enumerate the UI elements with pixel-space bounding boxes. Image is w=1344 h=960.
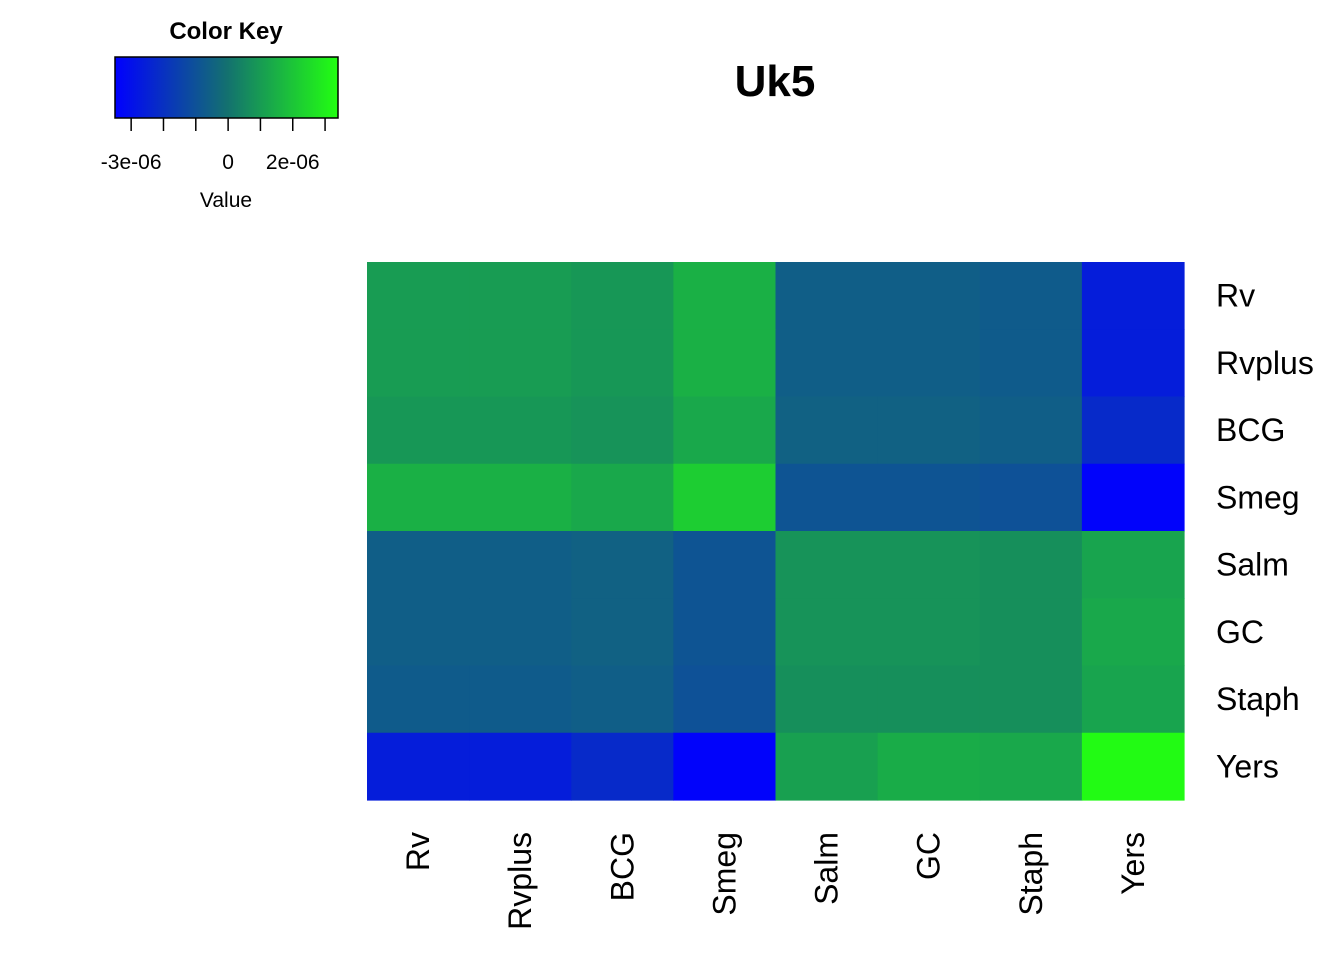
heatmap-cell-staph-staph bbox=[979, 665, 1083, 734]
heatmap-cell-smeg-yers bbox=[1081, 463, 1185, 532]
heatmap-cell-salm-salm bbox=[775, 531, 879, 599]
heatmap-cell-rv-bcg bbox=[571, 262, 674, 330]
heatmap-cell-yers-rvplus bbox=[469, 732, 572, 801]
row-label: Staph bbox=[1216, 681, 1300, 717]
color-key-tick-label: -3e-06 bbox=[101, 151, 162, 174]
heatmap-cells bbox=[367, 262, 1185, 801]
color-key-title: Color Key bbox=[169, 18, 283, 45]
color-key-xlabel: Value bbox=[200, 189, 252, 212]
heatmap-cell-gc-rvplus bbox=[469, 598, 572, 667]
heatmap-cell-bcg-bcg bbox=[571, 396, 674, 465]
color-key-tick-label: 0 bbox=[222, 151, 234, 174]
column-label: Staph bbox=[1013, 832, 1049, 916]
heatmap-cell-bcg-smeg bbox=[673, 396, 777, 465]
row-labels: Rv Rvplus BCG Smeg Salm GC Staph Yers bbox=[1216, 278, 1314, 785]
heatmap-cell-yers-rv bbox=[367, 732, 470, 801]
column-label: Rv bbox=[400, 832, 436, 871]
heatmap-cell-staph-yers bbox=[1081, 665, 1185, 734]
heatmap-cell-rvplus-bcg bbox=[571, 329, 674, 398]
heatmap-cell-bcg-staph bbox=[979, 396, 1083, 465]
row-label: BCG bbox=[1216, 412, 1285, 448]
heatmap-cell-staph-rvplus bbox=[469, 665, 572, 734]
heatmap-cell-bcg-rv bbox=[367, 396, 470, 465]
heatmap-cell-staph-salm bbox=[775, 665, 879, 734]
heatmap-cell-rvplus-salm bbox=[775, 329, 879, 398]
heatmap-cell-smeg-salm bbox=[775, 463, 879, 532]
heatmap-cell-rv-staph bbox=[979, 262, 1083, 330]
heatmap-cell-staph-smeg bbox=[673, 665, 777, 734]
heatmap-cell-bcg-gc bbox=[877, 396, 981, 465]
heatmap-cell-salm-rvplus bbox=[469, 531, 572, 599]
row-label: Rv bbox=[1216, 278, 1255, 314]
heatmap-cell-staph-bcg bbox=[571, 665, 674, 734]
heatmap-cell-yers-bcg bbox=[571, 732, 674, 801]
heatmap-cell-smeg-rv bbox=[367, 463, 470, 532]
heatmap-cell-salm-gc bbox=[877, 531, 981, 599]
heatmap-cell-smeg-rvplus bbox=[469, 463, 572, 532]
heatmap-cell-gc-staph bbox=[979, 598, 1083, 667]
heatmap-cell-rv-salm bbox=[775, 262, 879, 330]
heatmap-cell-rv-gc bbox=[877, 262, 981, 330]
color-key: Color Key -3e-06 0 2e-06 Value bbox=[101, 18, 339, 212]
heatmap-cell-gc-bcg bbox=[571, 598, 674, 667]
heatmap-cell-smeg-gc bbox=[877, 463, 981, 532]
color-key-tick-label: 2e-06 bbox=[266, 151, 320, 174]
heatmap-cell-rvplus-smeg bbox=[673, 329, 777, 398]
row-label: Rvplus bbox=[1216, 345, 1314, 381]
heatmap-cell-yers-smeg bbox=[673, 732, 777, 801]
heatmap-cell-yers-staph bbox=[979, 732, 1083, 801]
heatmap-cell-rvplus-staph bbox=[979, 329, 1083, 398]
color-key-tick-labels: -3e-06 0 2e-06 bbox=[101, 151, 320, 174]
heatmap-cell-gc-gc bbox=[877, 598, 981, 667]
heatmap-cell-bcg-salm bbox=[775, 396, 879, 465]
heatmap-cell-staph-rv bbox=[367, 665, 470, 734]
heatmap-cell-salm-bcg bbox=[571, 531, 674, 599]
heatmap-cell-rvplus-yers bbox=[1081, 329, 1185, 398]
row-label: Yers bbox=[1216, 748, 1279, 784]
heatmap-cell-bcg-rvplus bbox=[469, 396, 572, 465]
column-label: BCG bbox=[604, 832, 640, 901]
heatmap-cell-smeg-staph bbox=[979, 463, 1083, 532]
column-labels: Rv Rvplus BCG Smeg Salm GC Staph Yers bbox=[400, 832, 1151, 930]
heatmap-cell-yers-yers bbox=[1081, 732, 1185, 801]
row-label: GC bbox=[1216, 614, 1264, 650]
heatmap-cell-gc-rv bbox=[367, 598, 470, 667]
heatmap-cell-rv-rvplus bbox=[469, 262, 572, 330]
column-label: Rvplus bbox=[502, 832, 538, 930]
heatmap-cell-rv-yers bbox=[1081, 262, 1185, 330]
heatmap-cell-staph-gc bbox=[877, 665, 981, 734]
heatmap-cell-salm-staph bbox=[979, 531, 1083, 599]
heatmap-cell-salm-yers bbox=[1081, 531, 1185, 599]
heatmap-cell-yers-salm bbox=[775, 732, 879, 801]
heatmap-cell-salm-rv bbox=[367, 531, 470, 599]
heatmap-cell-smeg-smeg bbox=[673, 463, 777, 532]
column-label: Smeg bbox=[706, 832, 742, 916]
column-label: Yers bbox=[1115, 832, 1151, 895]
row-label: Salm bbox=[1216, 547, 1289, 583]
heatmap-cell-rv-smeg bbox=[673, 262, 777, 330]
heatmap-cell-gc-salm bbox=[775, 598, 879, 667]
chart-title: Uk5 bbox=[735, 57, 816, 106]
heatmap-cell-rvplus-rv bbox=[367, 329, 470, 398]
heatmap-cell-bcg-yers bbox=[1081, 396, 1185, 465]
heatmap-cell-yers-gc bbox=[877, 732, 981, 801]
row-label: Smeg bbox=[1216, 479, 1300, 515]
heatmap-cell-rvplus-gc bbox=[877, 329, 981, 398]
heatmap-cell-smeg-bcg bbox=[571, 463, 674, 532]
heatmap-cell-rv-rv bbox=[367, 262, 470, 330]
color-key-ticks bbox=[130, 118, 326, 131]
heatmap-cell-rvplus-rvplus bbox=[469, 329, 572, 398]
column-label: GC bbox=[911, 832, 947, 880]
color-key-gradient bbox=[114, 56, 339, 119]
column-label: Salm bbox=[809, 832, 845, 905]
heatmap-cell-gc-smeg bbox=[673, 598, 777, 667]
heatmap-cell-gc-yers bbox=[1081, 598, 1185, 667]
heatmap-cell-salm-smeg bbox=[673, 531, 777, 599]
